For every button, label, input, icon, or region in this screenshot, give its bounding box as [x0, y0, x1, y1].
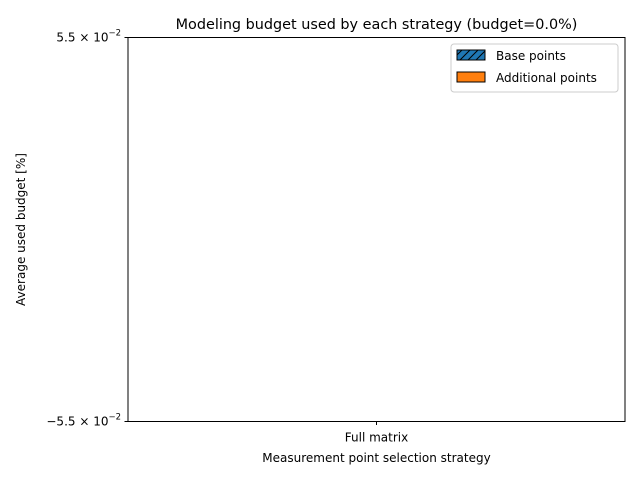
legend: Base points Additional points [450, 43, 619, 93]
y-axis-title: Average used budget [%] [14, 153, 28, 306]
legend-box [450, 43, 619, 93]
legend-swatch-additional-points [456, 71, 486, 83]
chart-title: Modeling budget used by each strategy (b… [176, 17, 578, 33]
x-ticks: Full matrix [345, 421, 408, 445]
y-ticks: 5.5 × 10−2 −5.5 × 10−2 [46, 29, 128, 429]
y-tick-label: −5.5 × 10−2 [46, 413, 121, 429]
legend-label-additional-points: Additional points [496, 71, 597, 85]
x-tick-label: Full matrix [345, 431, 408, 445]
plot-area [127, 37, 626, 422]
legend-swatch-base-points [456, 49, 486, 61]
y-tick-label: 5.5 × 10−2 [56, 29, 121, 45]
legend-label-base-points: Base points [496, 49, 566, 63]
x-axis-title: Measurement point selection strategy [262, 451, 490, 465]
